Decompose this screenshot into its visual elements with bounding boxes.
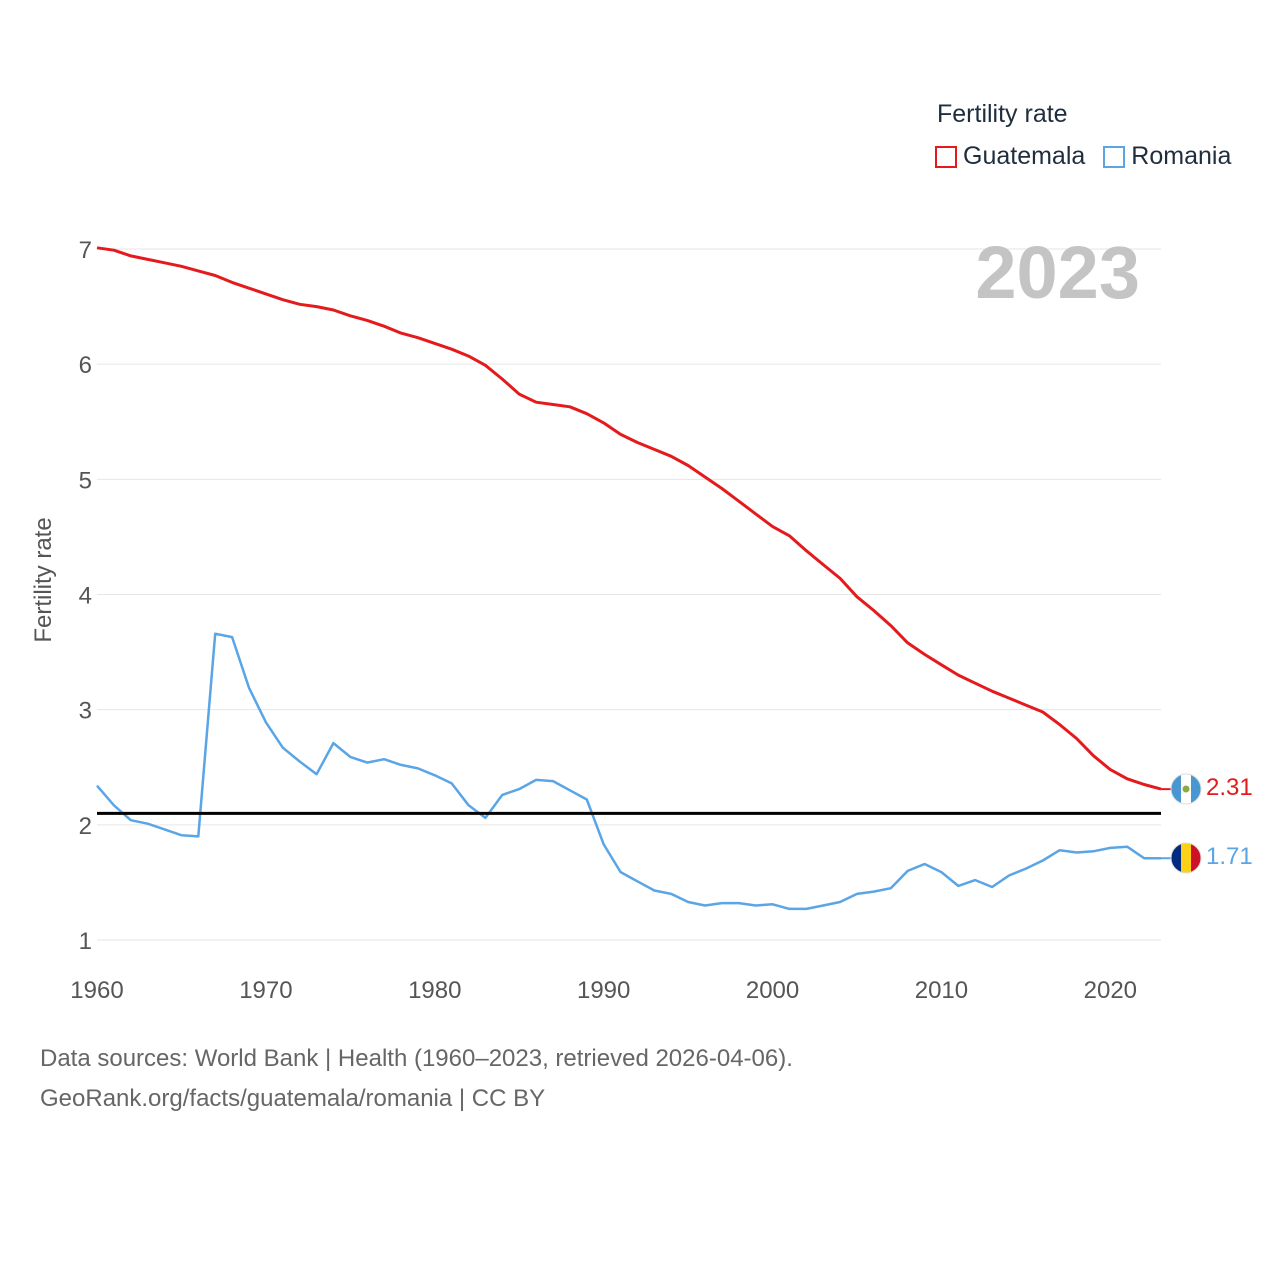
footer-attribution: GeoRank.org/facts/guatemala/romania | CC… [40,1085,546,1112]
y-tick-labels: 1 2 3 4 5 6 7 [79,237,92,955]
legend-label-guatemala: Guatemala [963,142,1086,170]
guatemala-end-label: 2.31 [1206,774,1253,801]
y-tick-label-2: 2 [79,813,92,840]
y-tick-label-4: 4 [79,583,92,610]
romania-flag-icon [1170,842,1202,874]
guatemala-flag-icon [1170,773,1202,805]
y-tick-label-7: 7 [79,237,92,264]
y-tick-label-3: 3 [79,698,92,725]
legend-swatch-guatemala [935,145,957,168]
y-axis-label: Fertility rate [30,517,57,642]
grid [97,248,1161,941]
x-tick-label-1970: 1970 [239,977,292,1004]
x-tick-label-2010: 2010 [915,977,968,1004]
series-layer [96,246,1171,911]
series-line-guatemala [96,246,1162,791]
y-tick-label-5: 5 [79,467,92,494]
y-tick-label-1: 1 [79,928,92,955]
legend-item-romania[interactable]: Romania [1103,142,1231,171]
x-tick-label-1960: 1960 [70,977,123,1004]
x-tick-label-1990: 1990 [577,977,630,1004]
legend-label-romania: Romania [1131,142,1232,170]
y-tick-label-6: 6 [79,352,92,379]
romania-end-label: 1.71 [1206,843,1253,870]
legend-title: Fertility rate [937,100,1068,128]
x-tick-label-2000: 2000 [746,977,799,1004]
series-line-romania [96,632,1161,911]
year-watermark: 2023 [975,231,1140,314]
x-tick-label-1980: 1980 [408,977,461,1004]
x-tick-label-2020: 2020 [1084,977,1137,1004]
footer-sources: Data sources: World Bank | Health (1960–… [40,1045,793,1072]
x-tick-labels: 1960 1970 1980 1990 2000 2010 2020 [70,977,1137,1004]
legend-item-guatemala[interactable]: Guatemala [935,142,1085,171]
legend: Guatemala Romania [935,142,1249,171]
legend-swatch-romania [1103,145,1126,168]
